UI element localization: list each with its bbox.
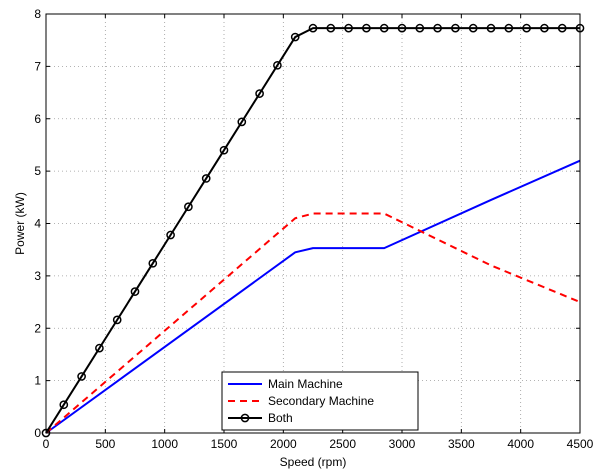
data-point	[255, 89, 264, 98]
x-tick-label: 3000	[389, 437, 416, 451]
data-point	[273, 60, 282, 70]
data-point	[237, 117, 247, 127]
data-point	[433, 23, 442, 33]
data-point	[397, 23, 407, 33]
x-tick-label: 1000	[151, 437, 178, 451]
y-tick-label: 3	[34, 269, 41, 283]
data-point	[95, 343, 104, 353]
series-layer	[41, 23, 585, 438]
data-point	[219, 145, 229, 155]
data-point	[415, 23, 425, 33]
x-tick-label: 1500	[211, 437, 238, 451]
data-point	[504, 23, 514, 33]
y-tick-label: 0	[34, 426, 41, 440]
grid-lines	[46, 14, 580, 433]
x-axis-label: Speed (rpm)	[280, 455, 347, 469]
y-tick-label: 5	[34, 164, 41, 178]
legend-label: Main Machine	[268, 377, 343, 391]
legend-marker	[240, 413, 250, 423]
x-tick-label: 4000	[507, 437, 534, 451]
y-tick-label: 1	[34, 374, 41, 388]
x-tick-label: 500	[95, 437, 115, 451]
data-point	[77, 372, 86, 381]
y-tick-label: 8	[34, 7, 41, 21]
data-point	[486, 23, 496, 33]
series-line-main-machine	[45, 159, 581, 434]
data-point	[112, 315, 122, 325]
y-tick-label: 6	[34, 112, 41, 126]
data-point	[451, 23, 460, 33]
x-tick-label: 3500	[448, 437, 475, 451]
data-point	[148, 258, 158, 268]
legend: Main Machine Secondary Machine Both	[221, 371, 419, 431]
series-line-secondary-machine	[45, 212, 581, 434]
data-point	[290, 32, 300, 42]
y-axis-label: Power (kW)	[13, 192, 27, 255]
series-line-both	[45, 27, 580, 434]
data-point	[468, 23, 478, 33]
x-tick-label: 2500	[329, 437, 356, 451]
y-tick-label: 7	[34, 59, 41, 73]
data-point	[540, 23, 549, 33]
data-point	[130, 287, 140, 296]
data-point	[59, 400, 69, 410]
axis-ticks: 0 500 1000 1500 2000 2500 3000 3500 4000 4500 0 1 2 3…	[34, 7, 593, 451]
legend-label: Secondary Machine	[268, 394, 374, 408]
data-point	[326, 23, 336, 33]
data-point	[184, 202, 193, 212]
legend-label: Both	[268, 411, 293, 425]
y-tick-label: 4	[34, 217, 41, 231]
data-point	[557, 23, 567, 33]
x-tick-label: 4500	[567, 437, 594, 451]
x-tick-label: 2000	[270, 437, 297, 451]
data-point	[308, 23, 318, 33]
x-tick-label: 0	[43, 437, 50, 451]
data-point	[379, 23, 389, 33]
y-tick-label: 2	[34, 321, 41, 335]
data-point	[166, 230, 175, 240]
data-point	[522, 23, 531, 33]
data-point	[362, 23, 371, 33]
data-point	[201, 174, 211, 183]
data-point	[344, 23, 353, 33]
